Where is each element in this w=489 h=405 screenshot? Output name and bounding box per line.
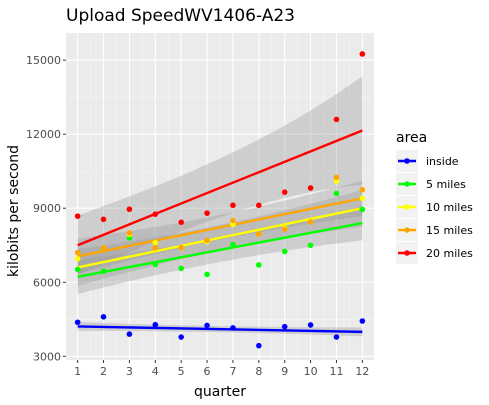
data-point: [256, 231, 262, 237]
data-point: [204, 210, 210, 216]
y-tick-label: 15000: [26, 54, 61, 67]
data-point: [281, 189, 288, 195]
data-point: [100, 268, 107, 274]
x-tick-label: 9: [281, 365, 288, 378]
y-tick-label: 6000: [33, 276, 61, 289]
data-point: [359, 186, 366, 193]
legend-key-point: [404, 204, 410, 210]
data-point: [74, 256, 81, 262]
data-point: [359, 51, 366, 57]
x-axis-ticks: 1 2 3 4 5 6 7 8 9 10 11 12: [74, 360, 369, 378]
y-axis-ticks: 3000 6000 9000 12000 15000: [26, 54, 66, 363]
y-tick-label: 9000: [33, 202, 61, 215]
grid: [66, 33, 374, 360]
legend-key-point: [404, 227, 410, 233]
y-tick-label: 12000: [26, 128, 61, 141]
legend-key-point: [404, 250, 410, 256]
data-point: [126, 230, 133, 236]
data-point: [230, 202, 236, 209]
legend-title: area: [396, 130, 427, 146]
data-point: [230, 241, 236, 248]
data-point: [230, 325, 236, 331]
x-tick-label: 10: [304, 365, 318, 378]
data-point: [74, 266, 81, 273]
legend-label: inside: [426, 155, 459, 168]
data-point: [74, 249, 81, 256]
data-point: [256, 202, 262, 209]
data-point: [281, 248, 288, 255]
data-point: [178, 334, 184, 340]
data-point: [256, 262, 262, 268]
data-point: [126, 206, 133, 213]
data-point: [359, 318, 366, 324]
x-tick-label: 1: [74, 365, 81, 378]
data-point: [307, 185, 314, 191]
data-point: [126, 331, 133, 337]
y-axis-title: kilobits per second: [6, 145, 22, 277]
x-tick-label: 11: [329, 365, 343, 378]
x-tick-label: 6: [204, 365, 211, 378]
data-point: [100, 314, 107, 320]
data-point: [204, 271, 210, 278]
x-tick-label: 3: [126, 365, 133, 378]
data-point: [74, 213, 81, 219]
x-tick-label: 4: [152, 365, 159, 378]
data-points: [74, 51, 366, 349]
legend-label: 20 miles: [426, 247, 473, 260]
data-point: [74, 319, 81, 326]
legend-key-point: [404, 158, 410, 164]
fit-line: [77, 221, 363, 279]
data-point: [204, 322, 210, 329]
chart-title: Upload SpeedWV1406-A23: [66, 6, 295, 26]
x-axis-title: quarter: [194, 384, 246, 400]
legend: area inside 5 miles 10 miles 15 miles 20 mil…: [396, 130, 473, 264]
legend-label: 10 miles: [426, 201, 473, 214]
data-point: [359, 206, 366, 213]
confidence-band: [77, 76, 363, 275]
legend-label: 15 miles: [426, 224, 473, 237]
x-tick-label: 2: [100, 365, 107, 378]
x-tick-label: 12: [355, 365, 369, 378]
x-tick-label: 8: [255, 365, 262, 378]
data-point: [307, 242, 314, 249]
data-point: [152, 211, 159, 217]
data-point: [333, 190, 340, 197]
data-point: [178, 244, 184, 251]
data-point: [152, 239, 159, 246]
data-point: [100, 216, 107, 223]
data-point: [152, 261, 159, 268]
data-point: [100, 244, 107, 251]
data-point: [178, 219, 184, 226]
fit-lines: [77, 129, 363, 334]
data-point: [333, 174, 340, 181]
fit-line: [77, 325, 363, 334]
data-point: [281, 323, 288, 330]
x-tick-label: 7: [229, 365, 236, 378]
fit-line: [77, 129, 363, 247]
fit-line: [77, 197, 363, 258]
data-point: [152, 321, 159, 328]
legend-label: 5 miles: [426, 178, 466, 191]
legend-key-point: [404, 181, 410, 187]
data-point: [230, 217, 236, 224]
y-tick-label: 3000: [33, 350, 61, 363]
data-point: [256, 342, 262, 349]
data-point: [359, 195, 366, 202]
data-point: [204, 237, 210, 244]
fit-line: [77, 207, 363, 269]
data-point: [333, 334, 340, 340]
data-point: [307, 218, 314, 225]
x-tick-label: 5: [178, 365, 185, 378]
data-point: [333, 116, 340, 123]
data-point: [178, 265, 184, 272]
data-point: [307, 322, 314, 328]
data-point: [152, 244, 159, 251]
data-point: [281, 226, 288, 232]
